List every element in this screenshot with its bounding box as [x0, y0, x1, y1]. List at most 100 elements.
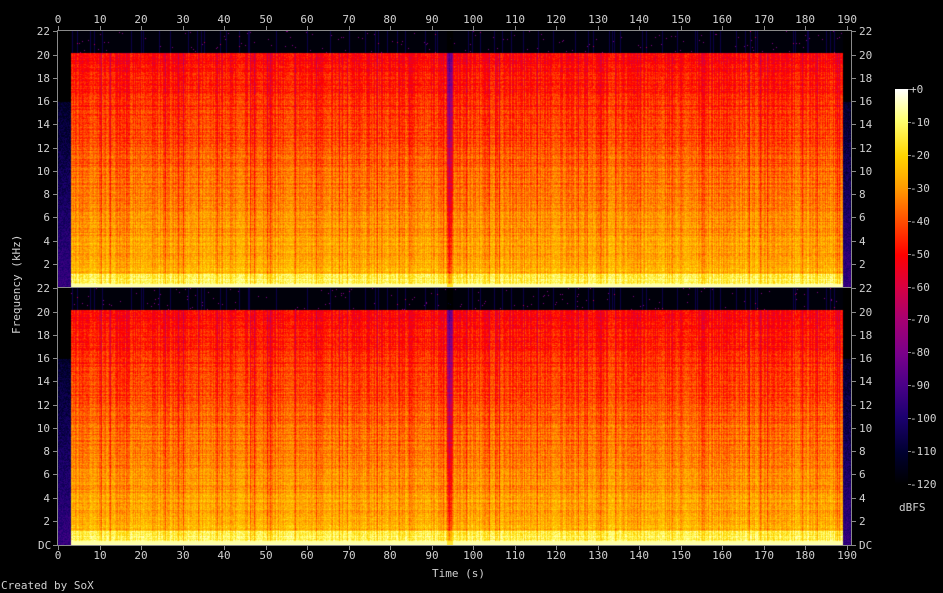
x-tick-label-top: 170 — [754, 13, 774, 26]
x-tick-bottom — [515, 546, 516, 550]
colorbar-tick-label: -60 — [910, 281, 930, 294]
y-tick-label-right: 16 — [859, 352, 873, 365]
x-tick-bottom — [390, 546, 391, 550]
y-tick-label-right: 16 — [859, 95, 873, 108]
colorbar-tick-label: -80 — [910, 346, 930, 359]
x-tick-bottom — [681, 546, 682, 550]
x-tick-top — [307, 26, 308, 30]
y-tick-right — [852, 101, 856, 102]
x-tick-label-bottom: 170 — [754, 549, 774, 562]
y-tick-left — [53, 335, 57, 336]
y-tick-left — [53, 78, 57, 79]
y-tick-label-right: 18 — [859, 329, 873, 342]
y-tick-right — [852, 171, 856, 172]
y-tick-label-left: 12 — [36, 142, 51, 155]
y-tick-right — [852, 148, 856, 149]
x-tick-label-top: 190 — [837, 13, 857, 26]
colorbar-tick-label: -110 — [910, 445, 937, 458]
x-tick-label-bottom: 110 — [505, 549, 525, 562]
x-tick-top — [183, 26, 184, 30]
x-tick-bottom — [556, 546, 557, 550]
y-tick-label-right: 20 — [859, 49, 873, 62]
colorbar-tick — [908, 319, 911, 320]
y-tick-label-right: 12 — [859, 142, 873, 155]
x-tick-top — [722, 26, 723, 30]
y-tick-label-right: 2 — [859, 515, 866, 528]
y-tick-left — [53, 241, 57, 242]
y-tick-left — [53, 381, 57, 382]
x-tick-bottom — [598, 546, 599, 550]
y-tick-left — [53, 124, 57, 125]
y-tick-right — [852, 474, 856, 475]
x-tick-bottom — [805, 546, 806, 550]
y-tick-right — [852, 335, 856, 336]
x-tick-bottom — [473, 546, 474, 550]
y-tick-label-right: 6 — [859, 211, 866, 224]
x-tick-top — [764, 26, 765, 30]
y-tick-left — [53, 451, 57, 452]
x-tick-label-bottom: 60 — [300, 549, 314, 562]
x-tick-bottom — [183, 546, 184, 550]
y-tick-left — [53, 55, 57, 56]
y-tick-label-left: 22 — [36, 282, 51, 295]
x-tick-bottom — [349, 546, 350, 550]
y-tick-right — [852, 381, 856, 382]
x-tick-label-top: 10 — [93, 13, 107, 26]
colorbar-tick — [908, 122, 911, 123]
x-tick-label-top: 60 — [300, 13, 314, 26]
x-tick-bottom — [100, 546, 101, 550]
y-tick-right — [852, 264, 856, 265]
x-tick-top — [266, 26, 267, 30]
x-tick-bottom — [764, 546, 765, 550]
y-tick-left — [53, 31, 57, 32]
x-tick-top — [805, 26, 806, 30]
y-tick-label-left: 16 — [36, 95, 51, 108]
colorbar-tick — [908, 221, 911, 222]
colorbar-tick-label: -20 — [910, 149, 930, 162]
x-tick-top — [432, 26, 433, 30]
colorbar — [895, 89, 908, 484]
y-tick-left — [53, 312, 57, 313]
y-tick-label-right: 6 — [859, 468, 866, 481]
x-tick-top — [515, 26, 516, 30]
y-tick-label-right: 20 — [859, 306, 873, 319]
x-tick-label-top: 120 — [546, 13, 566, 26]
y-tick-label-left: 4 — [43, 235, 51, 248]
y-tick-label-right: 14 — [859, 118, 873, 131]
y-tick-label-left: 2 — [43, 515, 51, 528]
x-tick-label-top: 0 — [54, 13, 62, 26]
y-tick-right — [852, 521, 856, 522]
y-tick-left — [53, 428, 57, 429]
y-tick-label-right: 18 — [859, 72, 873, 85]
x-tick-label-bottom: 70 — [342, 549, 356, 562]
x-tick-bottom — [307, 546, 308, 550]
x-tick-label-bottom: 180 — [795, 549, 815, 562]
y-tick-right — [852, 405, 856, 406]
colorbar-tick-label: -10 — [910, 116, 930, 129]
y-tick-left — [53, 545, 57, 546]
colorbar-tick — [908, 188, 911, 189]
y-tick-label-left: 22 — [36, 25, 51, 38]
colorbar-tick-label: -120 — [910, 478, 937, 491]
x-tick-label-bottom: 190 — [837, 549, 857, 562]
x-tick-label-bottom: 40 — [217, 549, 231, 562]
y-tick-left — [53, 101, 57, 102]
y-tick-right — [852, 312, 856, 313]
y-tick-label-left: 2 — [43, 258, 51, 271]
y-tick-label-left: 6 — [43, 211, 51, 224]
x-tick-top — [58, 26, 59, 30]
colorbar-tick — [908, 451, 911, 452]
y-tick-right — [852, 78, 856, 79]
y-tick-right — [852, 358, 856, 359]
y-tick-right — [852, 241, 856, 242]
y-tick-label-right: 8 — [859, 445, 866, 458]
y-tick-right — [852, 545, 856, 546]
x-tick-label-top: 90 — [425, 13, 439, 26]
y-tick-label-right: 4 — [859, 492, 866, 505]
x-tick-label-bottom: 130 — [588, 549, 608, 562]
x-tick-label-top: 100 — [463, 13, 483, 26]
x-tick-bottom — [58, 546, 59, 550]
x-tick-label-top: 30 — [176, 13, 190, 26]
y-tick-left — [53, 264, 57, 265]
x-tick-label-top: 130 — [588, 13, 608, 26]
